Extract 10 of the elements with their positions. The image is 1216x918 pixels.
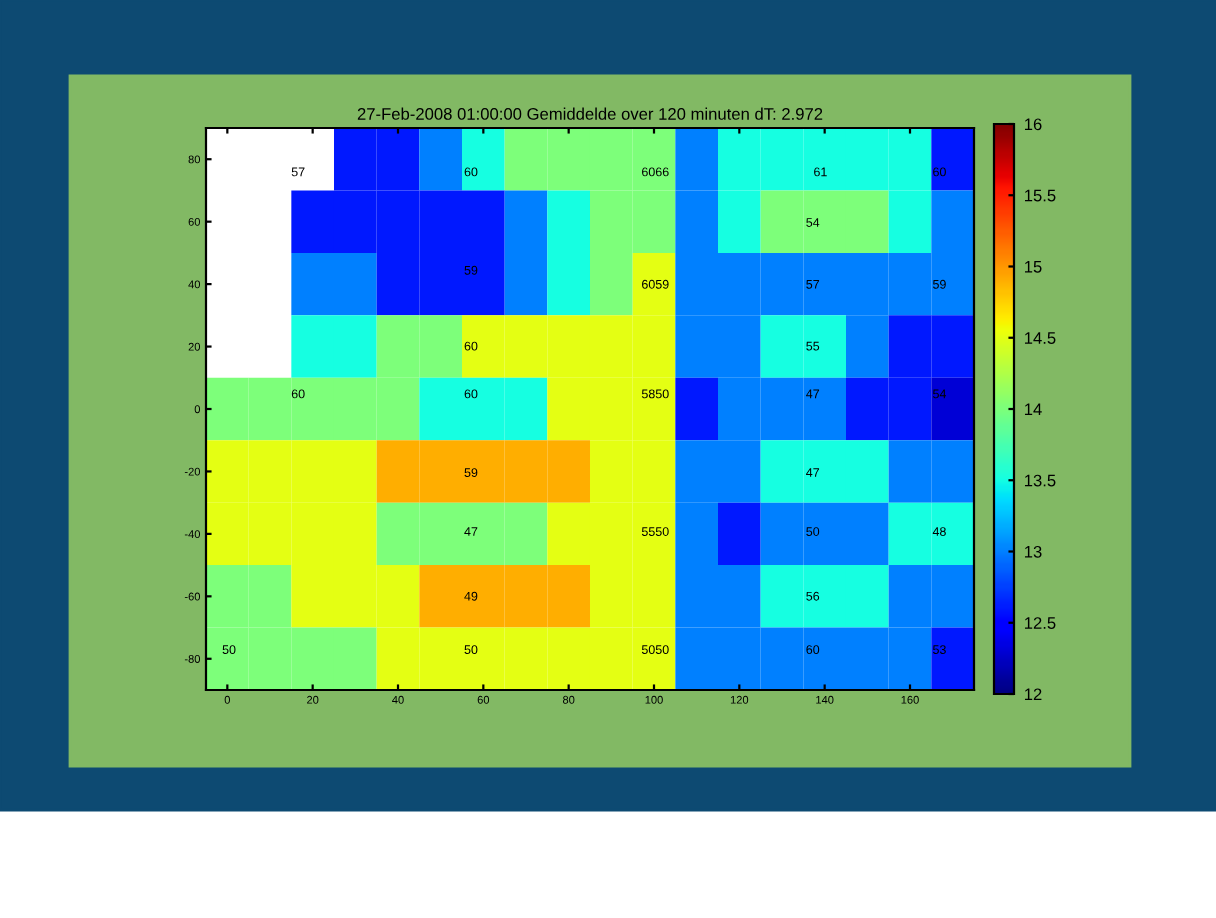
color-bar-label: 12 [1024,688,1042,701]
color-bar-label: 14 [1024,403,1042,416]
color-bar-label: 15 [1024,261,1042,273]
color-bar-label: 16 [1024,118,1042,131]
chart-title: 27-Feb-2008 01:00:00 Gemiddelde over 120 minuten dT: 2.972 [357,107,823,120]
color-bar-label: 14.5 [1024,332,1056,344]
color-bar-label: 15.5 [1024,189,1056,202]
color-bar-label: 12.5 [1024,617,1056,629]
color-bar-label: 13.5 [1024,474,1056,487]
color-bar-label: 13 [1024,545,1042,558]
